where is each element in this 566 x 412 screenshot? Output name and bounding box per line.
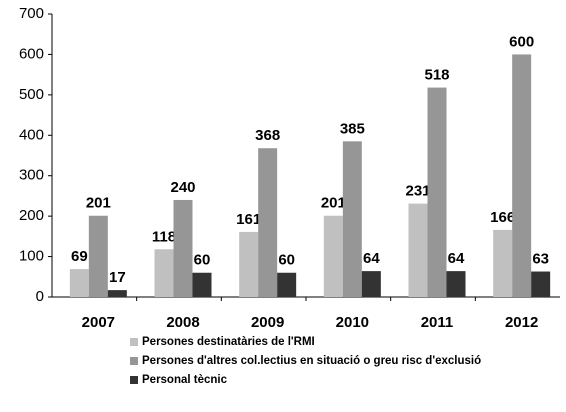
bar <box>427 87 447 297</box>
data-label: 69 <box>71 248 88 265</box>
data-label: 161 <box>236 211 261 228</box>
x-tick-label: 2009 <box>251 314 284 331</box>
legend-item: Persones d'altres col.lectius en situaci… <box>130 355 510 368</box>
data-label: 63 <box>532 250 549 267</box>
y-tick-label: 400 <box>19 126 44 143</box>
bar <box>361 271 381 297</box>
data-label: 385 <box>340 120 365 137</box>
legend-swatch <box>130 376 138 384</box>
data-label: 64 <box>448 250 465 267</box>
bar <box>408 203 428 297</box>
bar <box>69 269 89 297</box>
x-tick-label: 2007 <box>82 314 115 331</box>
bar <box>88 215 108 297</box>
data-label: 60 <box>194 252 211 269</box>
x-tick-label: 2012 <box>505 314 538 331</box>
data-label: 60 <box>278 252 295 269</box>
data-label: 201 <box>321 195 346 212</box>
y-tick-label: 100 <box>19 248 44 265</box>
bar <box>107 290 127 297</box>
bar <box>446 271 466 297</box>
bar <box>512 54 532 297</box>
legend-swatch <box>130 338 138 346</box>
bar <box>493 229 513 297</box>
y-tick-label: 600 <box>19 45 44 62</box>
data-label: 64 <box>363 250 380 267</box>
x-tick-label: 2011 <box>421 314 454 331</box>
data-label: 118 <box>152 228 176 245</box>
bar <box>277 272 297 297</box>
legend-label: Persones destinatàries de l'RMI <box>142 336 315 348</box>
legend-label: Persones d'altres col.lectius en situaci… <box>142 355 482 367</box>
legend-swatch <box>130 357 138 365</box>
y-tick-label: 500 <box>19 86 44 103</box>
legend-item: Persones destinatàries de l'RMI <box>130 336 510 349</box>
legend-label: Personal tècnic <box>142 374 228 386</box>
x-tick-label: 2008 <box>166 314 199 331</box>
legend-item: Personal tècnic <box>130 374 510 387</box>
data-label: 600 <box>509 33 534 50</box>
data-label: 518 <box>424 67 449 84</box>
y-tick-label: 300 <box>19 167 44 184</box>
bar <box>323 215 343 297</box>
bar <box>531 271 551 297</box>
bar <box>239 231 259 297</box>
data-label: 201 <box>86 195 111 212</box>
y-tick-label: 0 <box>36 288 44 305</box>
data-label: 240 <box>170 179 195 196</box>
bar <box>258 148 278 297</box>
data-label: 17 <box>109 269 126 286</box>
legend: Persones destinatàries de l'RMI Persones … <box>130 336 510 393</box>
data-label: 166 <box>490 209 515 226</box>
x-tick-label: 2010 <box>336 314 369 331</box>
y-tick-label: 700 <box>19 5 44 22</box>
bar <box>154 249 174 297</box>
data-label: 231 <box>405 183 430 200</box>
bar <box>342 141 362 297</box>
bar <box>173 199 193 297</box>
data-label: 368 <box>255 127 280 144</box>
chart: 0 100 200 300 400 500 600 700 2007 69 201 17 2008 118… <box>19 5 560 331</box>
bar <box>192 272 212 297</box>
y-tick-label: 200 <box>19 207 44 224</box>
